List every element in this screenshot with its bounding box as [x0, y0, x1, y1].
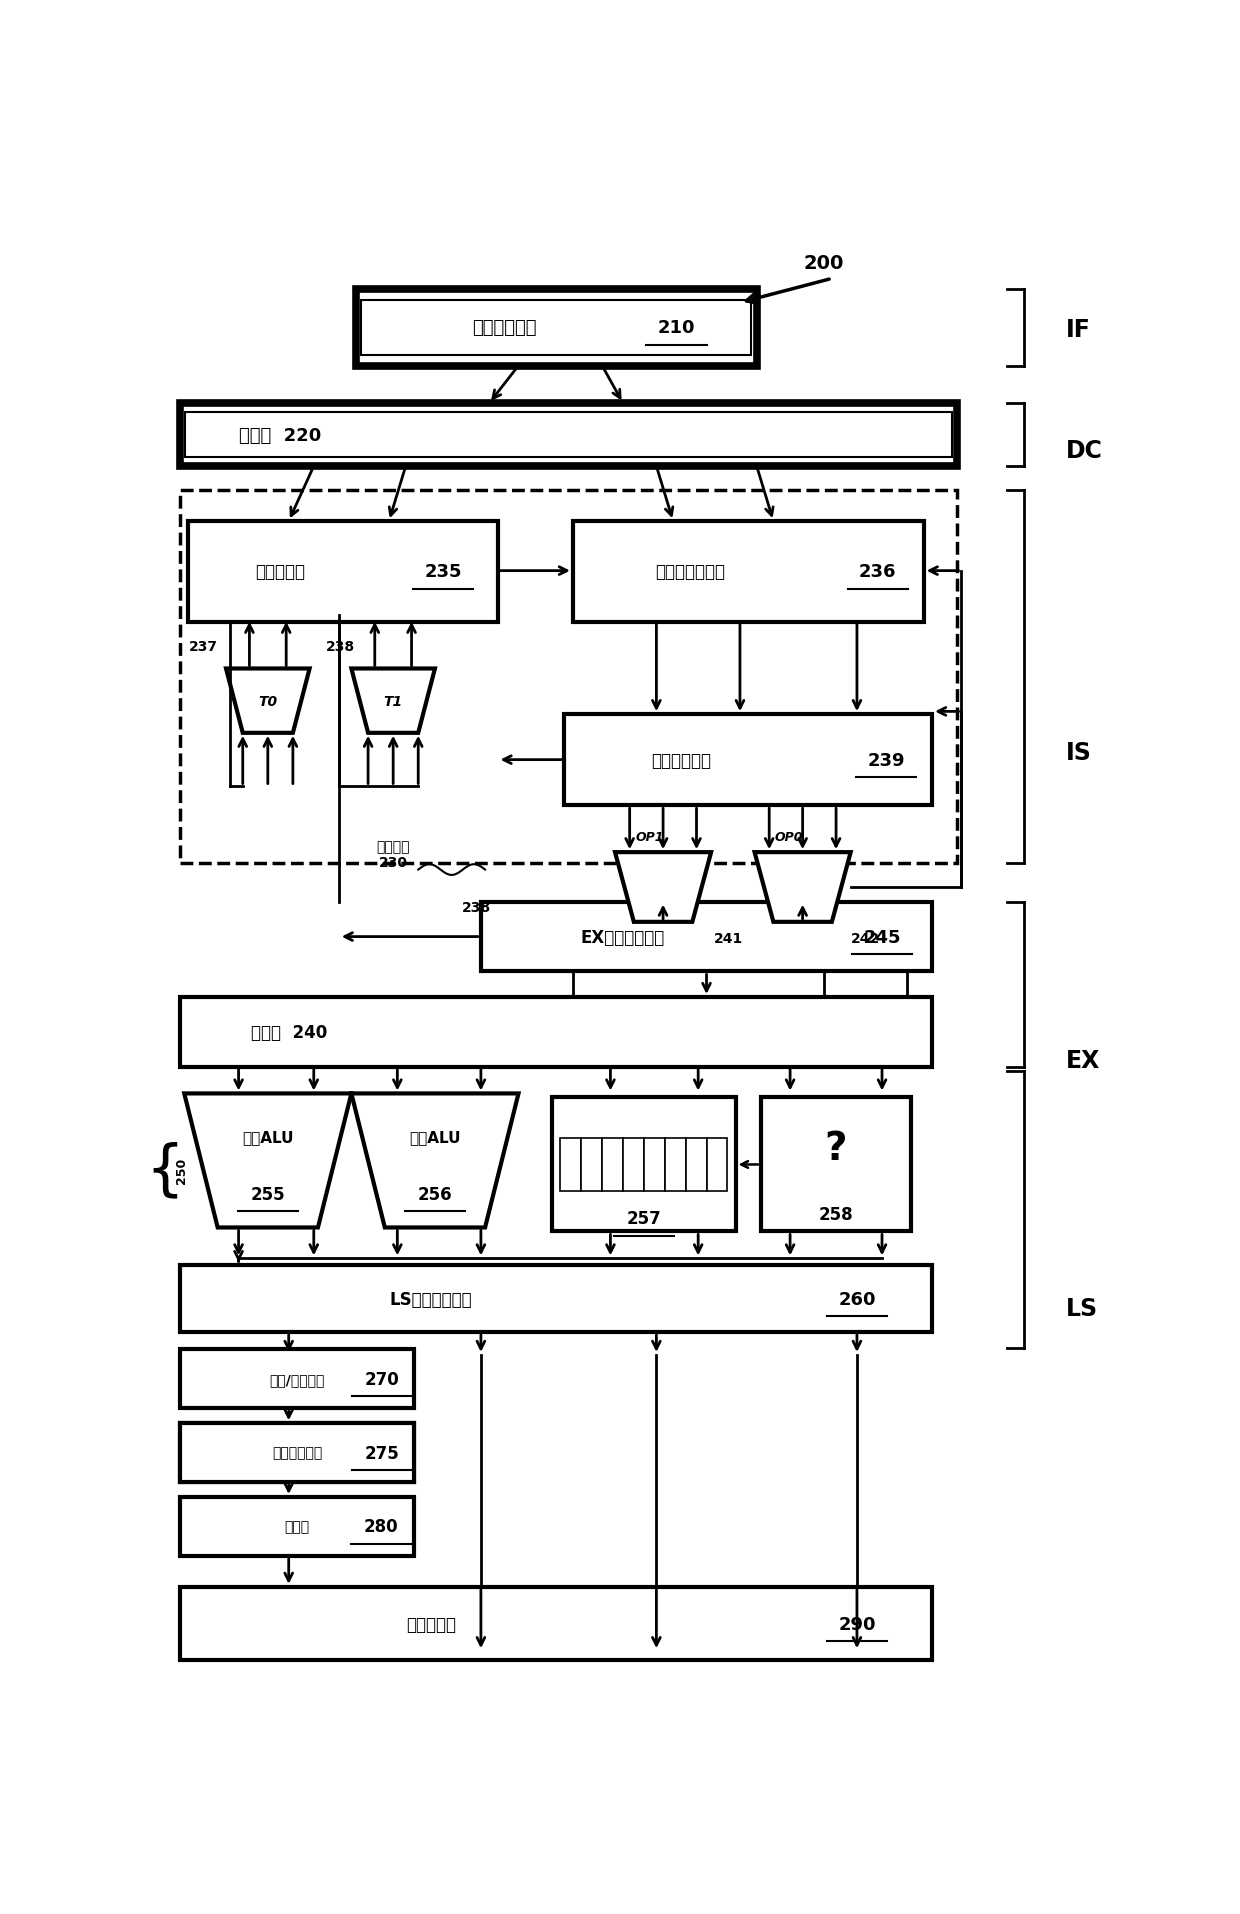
Polygon shape [755, 852, 851, 923]
FancyBboxPatch shape [665, 1139, 686, 1192]
Polygon shape [351, 1095, 518, 1229]
Text: ?: ? [825, 1129, 847, 1168]
Text: 242: 242 [851, 932, 880, 946]
Text: 290: 290 [838, 1615, 875, 1633]
FancyBboxPatch shape [622, 1139, 644, 1192]
Text: 数据高速缓存: 数据高速缓存 [272, 1445, 322, 1460]
FancyBboxPatch shape [180, 404, 957, 467]
FancyBboxPatch shape [180, 997, 932, 1066]
Text: 译码器  220: 译码器 220 [239, 427, 321, 444]
Text: EX: EX [1066, 1049, 1100, 1072]
Text: 200: 200 [804, 253, 843, 272]
Text: 加载/存储队列: 加载/存储队列 [269, 1372, 325, 1386]
FancyBboxPatch shape [603, 1139, 622, 1192]
Polygon shape [615, 852, 711, 923]
FancyBboxPatch shape [560, 1139, 582, 1192]
Text: 280: 280 [363, 1518, 398, 1535]
FancyBboxPatch shape [180, 1265, 932, 1332]
Text: LS: LS [1066, 1296, 1097, 1321]
Text: DC: DC [1066, 438, 1102, 463]
Text: 整数ALU: 整数ALU [242, 1129, 294, 1145]
Text: 241: 241 [714, 932, 743, 946]
FancyBboxPatch shape [481, 901, 932, 972]
Text: {: { [145, 1141, 185, 1200]
Text: 210: 210 [657, 320, 696, 337]
Text: 275: 275 [365, 1443, 399, 1462]
Text: 238: 238 [326, 639, 355, 653]
Text: 236: 236 [859, 563, 897, 582]
FancyBboxPatch shape [180, 1587, 932, 1661]
Text: 257: 257 [626, 1210, 661, 1227]
FancyBboxPatch shape [761, 1099, 911, 1233]
Text: 255: 255 [250, 1185, 285, 1204]
Polygon shape [351, 670, 435, 733]
FancyBboxPatch shape [552, 1099, 735, 1233]
FancyBboxPatch shape [356, 289, 756, 366]
Text: 译码的指令存储: 译码的指令存储 [655, 563, 725, 582]
Text: 指令窗口
230: 指令窗口 230 [377, 838, 410, 869]
FancyBboxPatch shape [582, 1139, 603, 1192]
Text: 245: 245 [863, 928, 900, 946]
Text: 操作数缓冲器: 操作数缓冲器 [651, 752, 712, 769]
FancyBboxPatch shape [686, 1139, 707, 1192]
Text: 浮点ALU: 浮点ALU [409, 1129, 461, 1145]
Text: T1: T1 [383, 695, 403, 708]
Text: 235: 235 [424, 563, 463, 582]
Text: IS: IS [1066, 741, 1091, 764]
FancyBboxPatch shape [180, 1497, 414, 1556]
Text: 寄存器文件: 寄存器文件 [405, 1615, 456, 1633]
Text: 260: 260 [838, 1290, 875, 1307]
FancyBboxPatch shape [180, 1424, 414, 1481]
Text: 239: 239 [868, 752, 905, 769]
Text: 250: 250 [175, 1158, 188, 1183]
FancyBboxPatch shape [361, 300, 751, 356]
FancyBboxPatch shape [644, 1139, 665, 1192]
Text: 238: 238 [463, 901, 491, 915]
FancyBboxPatch shape [188, 523, 497, 622]
Text: OP1: OP1 [635, 831, 663, 842]
Text: 路由器: 路由器 [284, 1520, 310, 1533]
FancyBboxPatch shape [180, 1424, 414, 1481]
Text: 路由器  240: 路由器 240 [250, 1024, 327, 1041]
Text: T0: T0 [258, 695, 278, 708]
FancyBboxPatch shape [573, 523, 924, 622]
Text: LS流水线寄存器: LS流水线寄存器 [389, 1290, 472, 1307]
Text: 270: 270 [365, 1370, 399, 1388]
Polygon shape [185, 1095, 351, 1229]
FancyBboxPatch shape [185, 413, 952, 457]
Text: 256: 256 [418, 1185, 453, 1204]
Text: 指令高速缓存: 指令高速缓存 [471, 320, 536, 337]
Polygon shape [226, 670, 310, 733]
Text: 237: 237 [188, 639, 218, 653]
FancyBboxPatch shape [180, 1349, 414, 1409]
FancyBboxPatch shape [564, 714, 932, 806]
Text: EX流水线寄存器: EX流水线寄存器 [580, 928, 665, 946]
Text: OP0: OP0 [775, 831, 804, 842]
Text: 指令调度器: 指令调度器 [255, 563, 305, 582]
Text: IF: IF [1066, 318, 1091, 343]
FancyBboxPatch shape [707, 1139, 728, 1192]
Text: 258: 258 [818, 1206, 853, 1223]
